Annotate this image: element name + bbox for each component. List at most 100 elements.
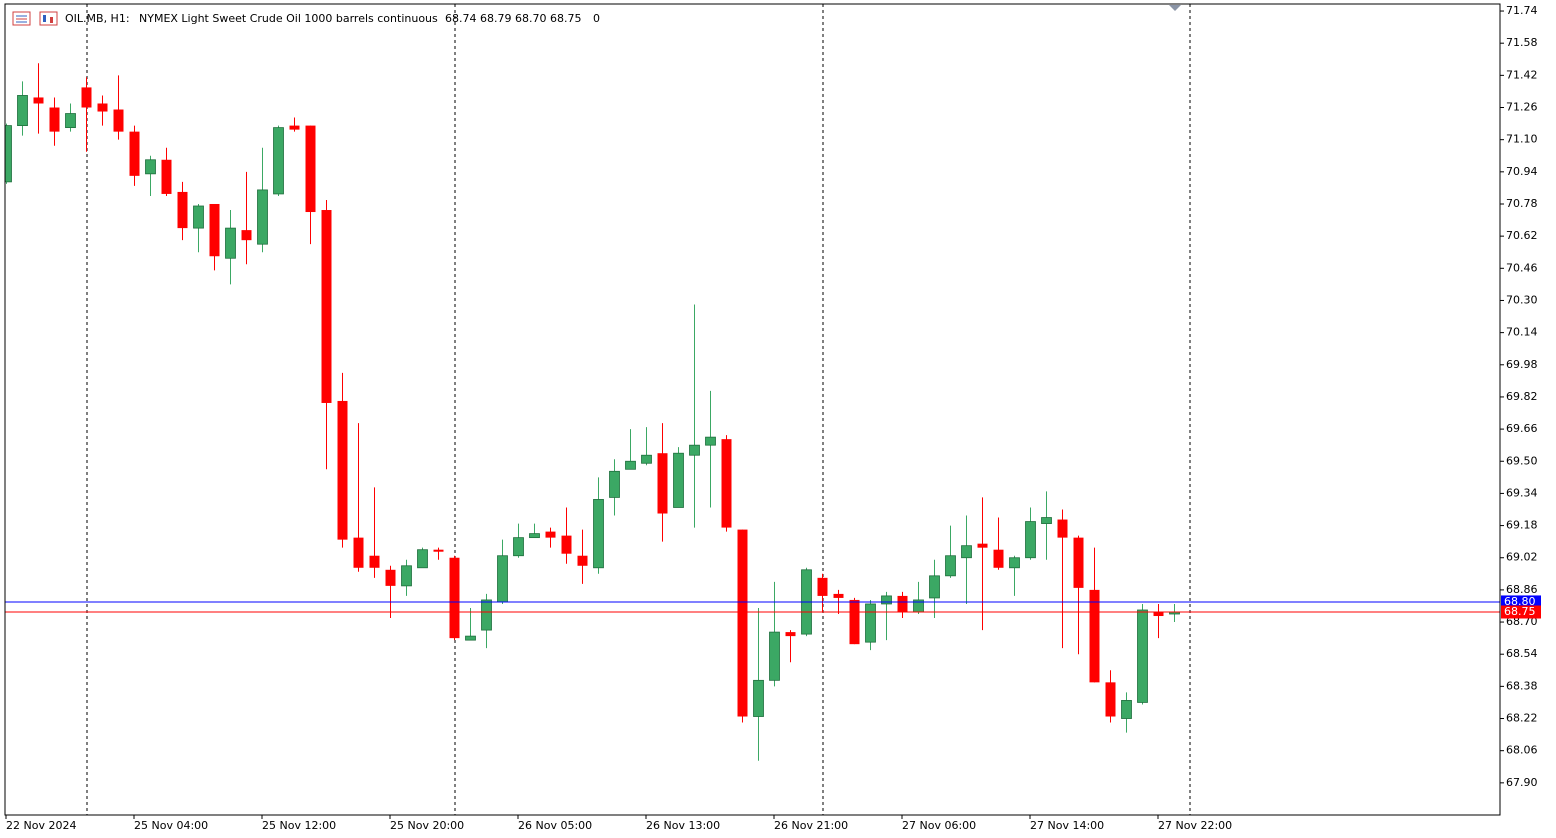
candle-body bbox=[449, 557, 460, 639]
candle-body bbox=[1105, 682, 1116, 717]
candle-body bbox=[929, 575, 940, 599]
icon bbox=[39, 11, 58, 26]
shift-marker bbox=[1169, 5, 1181, 11]
y-tick-label: 68.22 bbox=[1506, 712, 1538, 725]
candle-body bbox=[1073, 537, 1084, 588]
x-tick-label: 25 Nov 12:00 bbox=[262, 819, 336, 832]
candle-body bbox=[769, 631, 780, 681]
y-tick-label: 69.02 bbox=[1506, 551, 1538, 564]
candle-body bbox=[5, 125, 12, 183]
candle-body bbox=[961, 545, 972, 559]
y-tick-label: 69.82 bbox=[1506, 390, 1538, 403]
y-tick-label: 71.74 bbox=[1506, 4, 1538, 17]
y-tick-label: 69.18 bbox=[1506, 519, 1538, 532]
y-tick-label: 69.66 bbox=[1506, 422, 1538, 435]
candle-body bbox=[577, 555, 588, 566]
candle-body bbox=[641, 454, 652, 464]
x-tick-label: 26 Nov 13:00 bbox=[646, 819, 720, 832]
plot-area bbox=[5, 4, 1500, 815]
candle-body bbox=[737, 529, 748, 717]
y-tick-label: 70.14 bbox=[1506, 326, 1538, 339]
price-tag-label: 68.80 bbox=[1504, 595, 1536, 608]
y-tick-label: 71.10 bbox=[1506, 133, 1538, 146]
candle-body bbox=[497, 555, 508, 603]
y-tick-label: 69.98 bbox=[1506, 358, 1538, 371]
candle-body bbox=[433, 549, 444, 552]
price-tag-label: 68.75 bbox=[1504, 605, 1536, 618]
candle-body bbox=[1121, 700, 1132, 719]
y-tick-label: 70.30 bbox=[1506, 293, 1538, 306]
candle-body bbox=[657, 453, 668, 514]
y-tick-label: 71.58 bbox=[1506, 36, 1538, 49]
y-tick-label: 70.94 bbox=[1506, 165, 1538, 178]
candle-body bbox=[481, 599, 492, 631]
x-tick-label: 27 Nov 22:00 bbox=[1158, 819, 1232, 832]
candle-body bbox=[305, 125, 316, 213]
candle-body bbox=[545, 531, 556, 538]
header-icons bbox=[12, 11, 58, 26]
candle-body bbox=[417, 549, 428, 569]
candle-body bbox=[673, 452, 684, 508]
y-tick-label: 70.46 bbox=[1506, 261, 1538, 274]
y-tick-label: 68.54 bbox=[1506, 647, 1538, 660]
candle-body bbox=[785, 632, 796, 637]
candle-body bbox=[865, 603, 876, 643]
x-tick-label: 25 Nov 04:00 bbox=[134, 819, 208, 832]
candle-body bbox=[129, 131, 140, 176]
y-tick-label: 68.86 bbox=[1506, 583, 1538, 596]
candle-body bbox=[881, 595, 892, 605]
candle-body bbox=[689, 444, 700, 456]
x-tick-label: 26 Nov 21:00 bbox=[774, 819, 848, 832]
candle-body bbox=[177, 191, 188, 229]
candle-body bbox=[193, 205, 204, 229]
candle-body bbox=[385, 569, 396, 586]
candle-body bbox=[145, 159, 156, 175]
candle-body bbox=[353, 537, 364, 568]
y-tick-label: 68.38 bbox=[1506, 679, 1538, 692]
icon-bar bbox=[50, 17, 53, 23]
y-tick-label: 69.50 bbox=[1506, 454, 1538, 467]
y-tick-label: 71.26 bbox=[1506, 101, 1538, 114]
candle-body bbox=[705, 436, 716, 446]
candle-body bbox=[161, 159, 172, 194]
candle-body bbox=[1137, 609, 1148, 703]
candle-body bbox=[337, 400, 348, 540]
candle-body bbox=[289, 125, 300, 130]
candle-body bbox=[721, 439, 732, 528]
x-tick-label: 26 Nov 05:00 bbox=[518, 819, 592, 832]
candle-body bbox=[1153, 611, 1164, 617]
volume: 0 bbox=[593, 12, 600, 25]
y-tick-label: 68.06 bbox=[1506, 744, 1538, 757]
candle-body bbox=[1057, 519, 1068, 538]
candle-body bbox=[209, 203, 220, 257]
candle-body bbox=[225, 227, 236, 259]
candle-body bbox=[753, 679, 764, 717]
candle-body bbox=[897, 595, 908, 612]
y-tick-label: 71.42 bbox=[1506, 68, 1538, 81]
candle-body bbox=[49, 107, 60, 132]
candle-body bbox=[945, 555, 956, 577]
x-tick-label: 25 Nov 20:00 bbox=[390, 819, 464, 832]
price-tag bbox=[1501, 605, 1541, 619]
candle-body bbox=[529, 533, 540, 539]
candle-body bbox=[97, 103, 108, 112]
candle-body bbox=[1089, 589, 1100, 683]
candle-body bbox=[65, 113, 76, 129]
x-tick-label: 22 Nov 2024 bbox=[6, 819, 76, 832]
y-tick-label: 70.78 bbox=[1506, 197, 1538, 210]
x-tick-label: 27 Nov 06:00 bbox=[902, 819, 976, 832]
candle-body bbox=[849, 599, 860, 645]
y-tick-label: 70.62 bbox=[1506, 229, 1538, 242]
candle-body bbox=[241, 230, 252, 241]
candle-body bbox=[273, 127, 284, 195]
candle-body bbox=[321, 210, 332, 403]
candle-body bbox=[977, 543, 988, 548]
candle-body bbox=[401, 565, 412, 587]
quote: 68.74 68.79 68.70 68.75 bbox=[445, 12, 581, 25]
candle-body bbox=[609, 470, 620, 498]
candle-body bbox=[33, 97, 44, 104]
candle-body bbox=[817, 577, 828, 596]
candle-body bbox=[1009, 557, 1020, 569]
